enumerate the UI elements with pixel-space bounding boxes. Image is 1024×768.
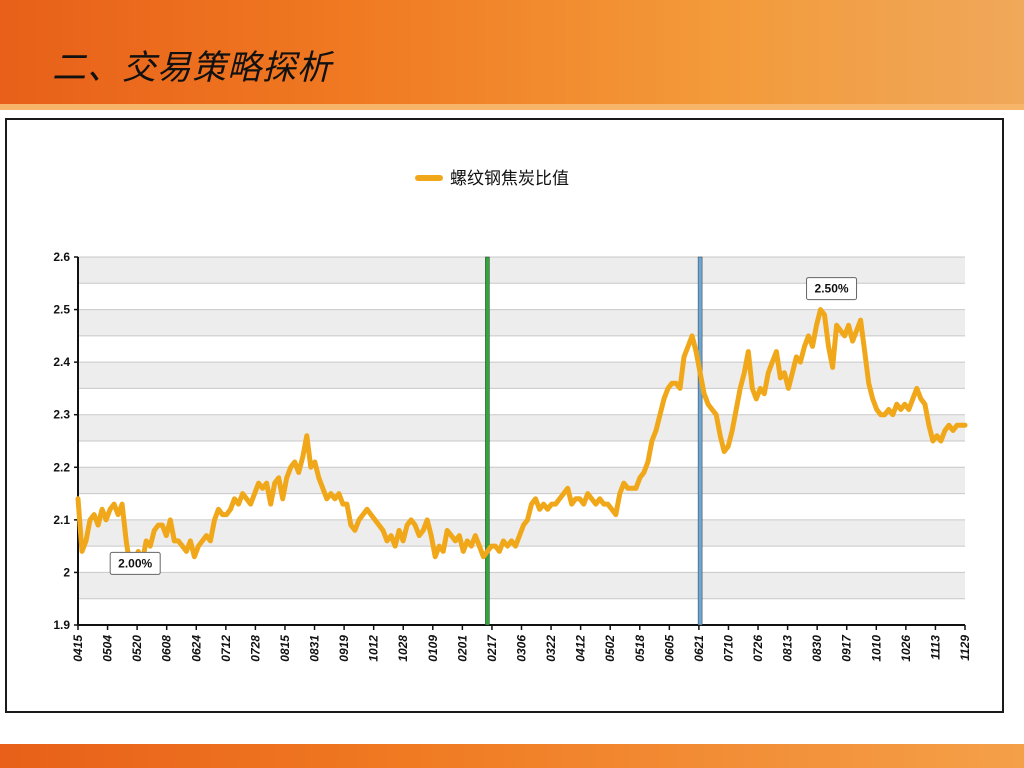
x-tick-label: 0201	[455, 635, 469, 662]
series-line	[75, 307, 968, 575]
x-tick-label: 0813	[781, 635, 795, 662]
grid-band	[78, 388, 965, 415]
x-tick-label: 0217	[485, 634, 499, 662]
x-tick-label: 1129	[958, 635, 972, 661]
x-tick-label: 0412	[574, 635, 588, 662]
x-tick-label: 1113	[928, 635, 942, 660]
grid-band	[78, 572, 965, 599]
y-tick-label: 2.4	[53, 355, 70, 369]
x-tick-label: 0605	[662, 635, 676, 662]
grid-band	[78, 467, 965, 494]
vertical-marker-green	[485, 256, 490, 626]
x-tick-label: 0415	[71, 635, 85, 662]
x-tick-label: 0815	[278, 635, 292, 662]
y-tick-label: 2.1	[53, 513, 70, 527]
x-tick-label: 0306	[515, 635, 529, 662]
footer-band	[0, 744, 1024, 768]
x-tick-label: 1028	[396, 635, 410, 662]
x-tick-label: 0518	[633, 635, 647, 662]
x-tick-label: 0710	[721, 635, 735, 662]
grid-band	[78, 309, 965, 336]
annotation-box	[806, 277, 858, 301]
y-tick-label: 2.5	[53, 303, 70, 317]
annotation-label: 2.00%	[118, 556, 152, 570]
x-tick-label: 0624	[189, 635, 203, 662]
annotation-box	[109, 551, 161, 575]
grid-band	[78, 414, 965, 441]
annotation-label: 2.50%	[815, 282, 849, 296]
y-tick-label: 2	[63, 565, 70, 579]
x-tick-label: 1026	[899, 635, 913, 662]
x-tick-label: 0322	[544, 635, 558, 662]
x-tick-label: 0728	[248, 635, 262, 662]
x-tick-label: 1012	[367, 635, 381, 662]
grid-band	[78, 362, 965, 389]
x-tick-label: 0917	[840, 634, 854, 662]
x-tick-label: 1010	[869, 635, 883, 662]
y-tick-label: 2.6	[53, 250, 70, 264]
header-band	[0, 0, 1024, 110]
grid-band	[78, 441, 965, 468]
y-tick-label: 1.9	[53, 618, 70, 632]
x-tick-label: 0831	[308, 635, 322, 662]
x-tick-label: 0830	[810, 635, 824, 662]
x-tick-label: 0919	[337, 635, 351, 662]
x-tick-label: 0608	[160, 635, 174, 662]
grid-band	[78, 335, 965, 363]
grid-band	[78, 546, 965, 573]
x-tick-label: 0520	[130, 635, 144, 662]
grid-band	[78, 598, 965, 625]
x-tick-label: 0504	[101, 635, 115, 662]
vertical-marker-blue	[697, 256, 703, 626]
grid-band	[78, 493, 965, 520]
y-tick-label: 2.2	[53, 460, 70, 474]
y-tick-label: 2.3	[53, 408, 70, 422]
page-title: 二、交易策略探析	[52, 48, 332, 88]
x-tick-label: 0712	[219, 635, 233, 662]
x-tick-label: 0502	[603, 635, 617, 662]
x-tick-label: 0109	[426, 635, 440, 662]
legend-label: 螺纹钢焦炭比值	[450, 169, 569, 189]
x-tick-label: 0621	[692, 635, 706, 662]
x-tick-label: 0726	[751, 635, 765, 662]
